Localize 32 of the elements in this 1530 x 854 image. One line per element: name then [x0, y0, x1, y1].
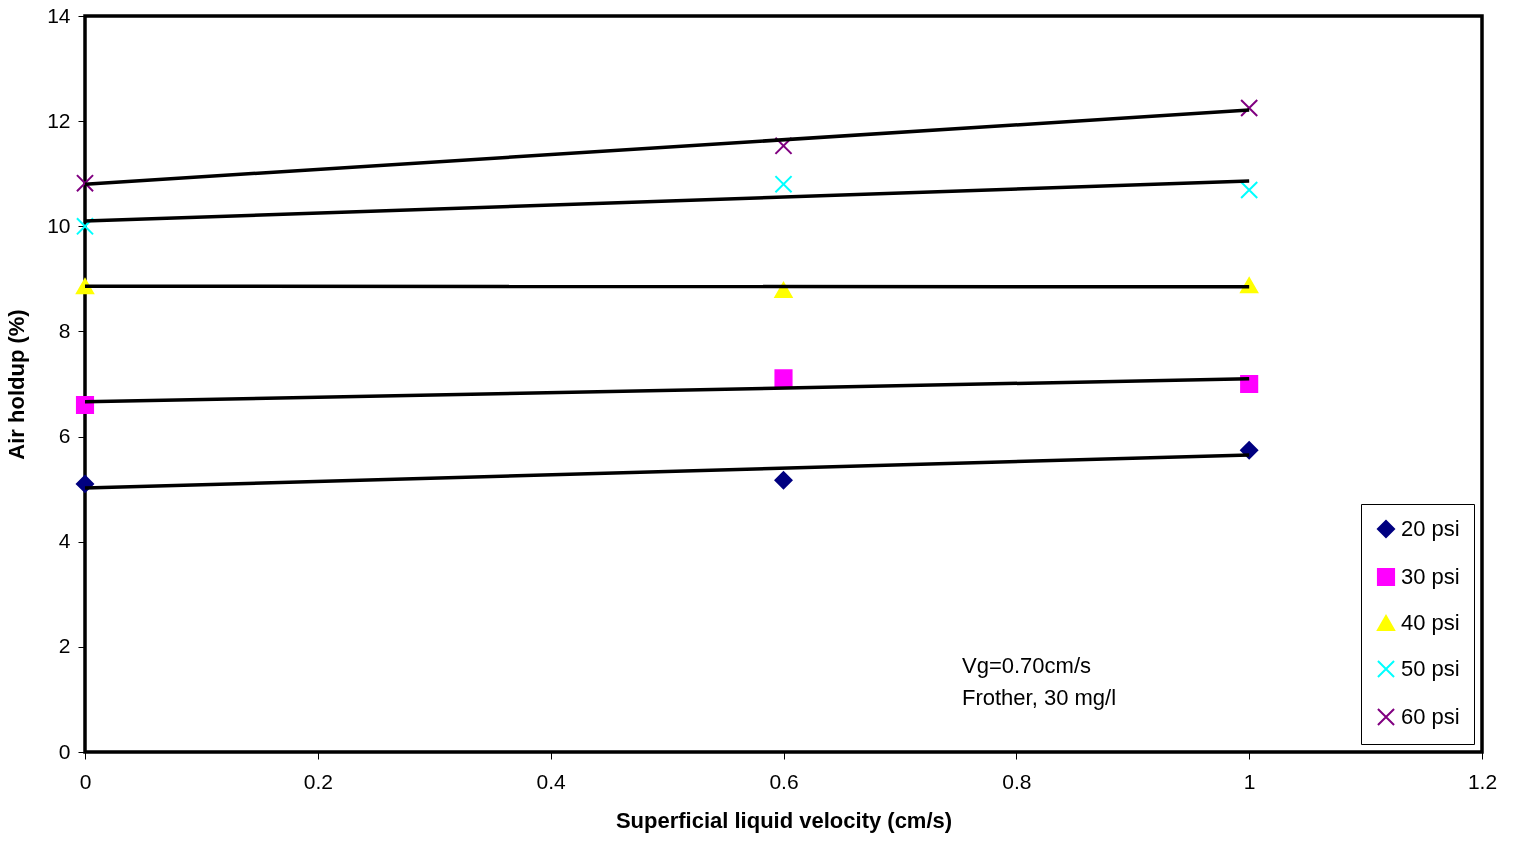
point [774, 369, 793, 388]
point [774, 471, 793, 490]
y-tick-label: 14 [47, 3, 71, 27]
y-tick-label: 12 [47, 108, 71, 132]
legend-label: 40 psi [1401, 610, 1460, 635]
y-tick-label: 2 [58, 634, 71, 658]
y-axis-title: Air holdup (%) [4, 309, 30, 460]
x-tick-label: 0.2 [303, 769, 333, 793]
y-tick-label: 10 [47, 213, 71, 237]
point [75, 174, 95, 193]
point [1240, 180, 1259, 200]
y-tick-label: 8 [58, 318, 71, 342]
y-tick-label: 6 [58, 424, 71, 448]
annotation: Frother, 30 mg/l [962, 685, 1117, 710]
x-axis-title: Superficial liquid velocity (cm/s) [615, 807, 953, 833]
point [1240, 98, 1259, 118]
point [774, 136, 793, 155]
x-tick-label: 0.6 [769, 769, 799, 793]
point [774, 175, 793, 194]
x-tick-label: 0.8 [1002, 769, 1032, 793]
y-tick-label: 0 [58, 739, 71, 763]
legend-label: 20 psi [1401, 516, 1460, 541]
y-tick-label: 4 [58, 529, 71, 553]
x-tick-label: 1 [1243, 769, 1256, 793]
legend-label: 60 psi [1401, 704, 1460, 729]
point [75, 217, 95, 236]
x-tick-label: 0.4 [536, 769, 567, 793]
x-tick-label: 0 [79, 769, 92, 793]
x-tick-label: 1.2 [1467, 769, 1498, 793]
legend-label: 30 psi [1401, 564, 1460, 589]
legend-label: 50 psi [1401, 656, 1460, 681]
annotation: Vg=0.70cm/s [962, 653, 1092, 678]
